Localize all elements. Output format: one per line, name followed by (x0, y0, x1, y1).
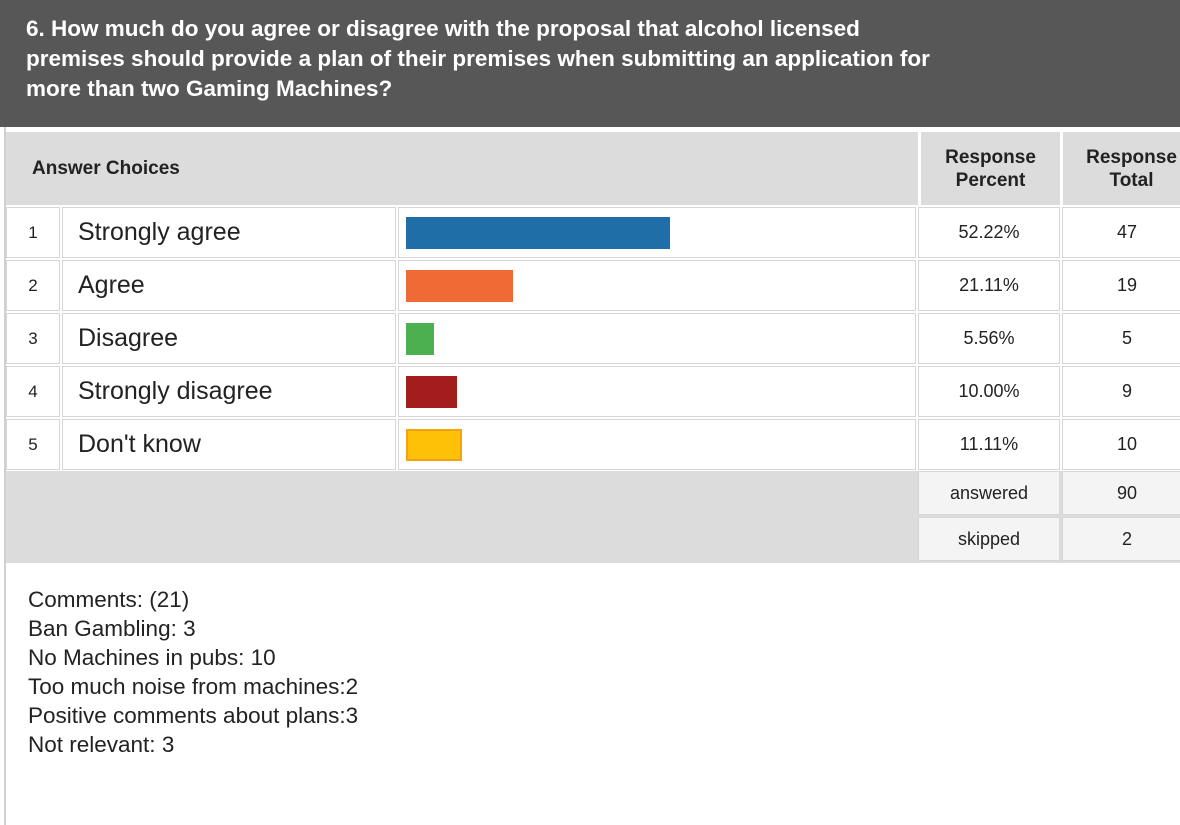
skipped-row: skipped 2 (6, 517, 1180, 563)
row-total: 10 (1062, 419, 1180, 470)
table-header: Answer Choices Response Percent Response T… (6, 127, 1180, 205)
answered-label: answered (918, 471, 1060, 515)
header-response-percent-line1: Response (945, 146, 1036, 168)
question-line-3: more than two Gaming Machines? (26, 76, 393, 101)
row-number: 4 (6, 366, 60, 417)
response-bar (406, 376, 457, 408)
question-line-1: 6. How much do you agree or disagree wit… (26, 16, 860, 41)
header-response-percent-line2: Percent (955, 169, 1026, 191)
row-label: Disagree (62, 313, 396, 364)
table-row: 4 Strongly disagree 10.00% 9 (6, 366, 1180, 417)
header-response-total: Response Total (1060, 132, 1180, 205)
row-number: 2 (6, 260, 60, 311)
response-bar (406, 323, 434, 355)
answered-row: answered 90 (6, 471, 1180, 517)
response-bar (406, 429, 462, 461)
comments-heading: Comments: (21) (28, 587, 190, 612)
comment-line: Too much noise from machines:2 (28, 674, 359, 699)
answered-value: 90 (1062, 471, 1180, 515)
row-bar-cell (398, 419, 916, 470)
left-border (0, 127, 6, 825)
row-total: 9 (1062, 366, 1180, 417)
response-bar (406, 217, 670, 249)
skipped-value: 2 (1062, 517, 1180, 561)
table-row: 3 Disagree 5.56% 5 (6, 313, 1180, 364)
row-number: 5 (6, 419, 60, 470)
response-bar (406, 270, 513, 302)
table-row: 5 Don't know 11.11% 10 (6, 419, 1180, 470)
row-bar-cell (398, 260, 916, 311)
table-row: 2 Agree 21.11% 19 (6, 260, 1180, 311)
row-total: 19 (1062, 260, 1180, 311)
row-label: Agree (62, 260, 396, 311)
row-number: 1 (6, 207, 60, 258)
row-percent: 52.22% (918, 207, 1060, 258)
question-line-2: premises should provide a plan of their … (26, 46, 930, 71)
comment-line: Ban Gambling: 3 (28, 616, 196, 641)
comment-line: No Machines in pubs: 10 (28, 645, 276, 670)
row-total: 47 (1062, 207, 1180, 258)
row-total: 5 (1062, 313, 1180, 364)
row-percent: 5.56% (918, 313, 1060, 364)
row-label: Strongly disagree (62, 366, 396, 417)
row-label: Don't know (62, 419, 396, 470)
skipped-label: skipped (918, 517, 1060, 561)
header-response-percent: Response Percent (918, 132, 1060, 205)
row-bar-cell (398, 366, 916, 417)
row-label: Strongly agree (62, 207, 396, 258)
row-percent: 21.11% (918, 260, 1060, 311)
header-response-total-line2: Total (1109, 169, 1154, 191)
row-percent: 11.11% (918, 419, 1060, 470)
row-percent: 10.00% (918, 366, 1060, 417)
comment-line: Not relevant: 3 (28, 732, 175, 757)
row-bar-cell (398, 313, 916, 364)
comments-block: Comments: (21) Ban Gambling: 3 No Machin… (28, 585, 358, 759)
comment-line: Positive comments about plans:3 (28, 703, 359, 728)
question-title: 6. How much do you agree or disagree wit… (0, 0, 1180, 127)
row-bar-cell (398, 207, 916, 258)
row-number: 3 (6, 313, 60, 364)
table-row: 1 Strongly agree 52.22% 47 (6, 207, 1180, 258)
header-answer-choices: Answer Choices (32, 157, 180, 179)
header-response-total-line1: Response (1086, 146, 1177, 168)
